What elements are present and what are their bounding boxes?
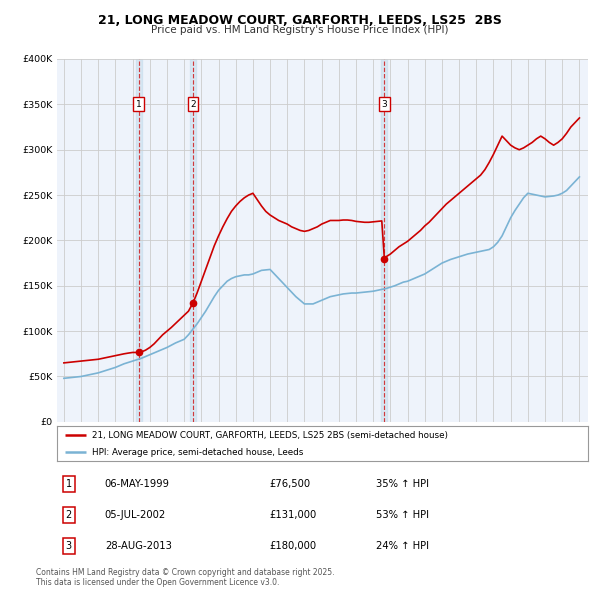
Bar	[190, 59, 196, 422]
Text: 2: 2	[190, 100, 196, 109]
Text: 35% ↑ HPI: 35% ↑ HPI	[376, 478, 428, 489]
Text: 3: 3	[65, 541, 72, 551]
Text: HPI: Average price, semi-detached house, Leeds: HPI: Average price, semi-detached house,…	[92, 448, 303, 457]
Text: £76,500: £76,500	[269, 478, 311, 489]
Text: 2: 2	[65, 510, 72, 520]
Text: 1: 1	[136, 100, 142, 109]
Text: £180,000: £180,000	[269, 541, 317, 551]
Text: 24% ↑ HPI: 24% ↑ HPI	[376, 541, 428, 551]
Text: 21, LONG MEADOW COURT, GARFORTH, LEEDS, LS25  2BS: 21, LONG MEADOW COURT, GARFORTH, LEEDS, …	[98, 14, 502, 27]
Bar	[381, 59, 388, 422]
Text: Price paid vs. HM Land Registry's House Price Index (HPI): Price paid vs. HM Land Registry's House …	[151, 25, 449, 35]
Text: 21, LONG MEADOW COURT, GARFORTH, LEEDS, LS25 2BS (semi-detached house): 21, LONG MEADOW COURT, GARFORTH, LEEDS, …	[92, 431, 448, 440]
Text: 28-AUG-2013: 28-AUG-2013	[105, 541, 172, 551]
Text: 1: 1	[65, 478, 72, 489]
Bar	[136, 59, 142, 422]
Text: 3: 3	[382, 100, 387, 109]
Text: 53% ↑ HPI: 53% ↑ HPI	[376, 510, 428, 520]
Text: 05-JUL-2002: 05-JUL-2002	[105, 510, 166, 520]
Text: Contains HM Land Registry data © Crown copyright and database right 2025.
This d: Contains HM Land Registry data © Crown c…	[36, 568, 335, 587]
Text: £131,000: £131,000	[269, 510, 317, 520]
Text: 06-MAY-1999: 06-MAY-1999	[105, 478, 170, 489]
